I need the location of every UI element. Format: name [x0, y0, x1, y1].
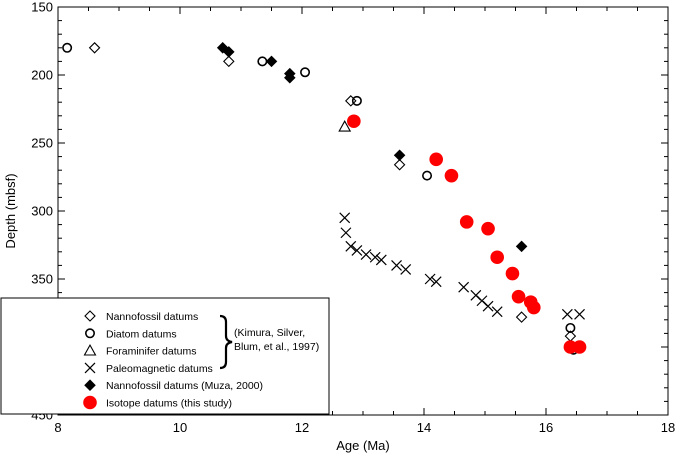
data-point — [223, 46, 235, 58]
axis-ticks — [57, 6, 669, 416]
x-tick-label: 18 — [661, 420, 675, 435]
legend: Nannofossil datums Diatom datums Foraminif… — [0, 297, 330, 415]
y-tick-label: 250 — [31, 136, 53, 151]
data-point — [400, 264, 412, 275]
legend-item: Foraminifer datums — [83, 343, 196, 358]
series-0 — [88, 42, 577, 342]
data-point — [574, 308, 585, 320]
legend-brace — [219, 314, 233, 370]
series-4 — [216, 42, 528, 253]
data-point — [347, 114, 361, 129]
legend-label: Nannofossil datums — [106, 311, 198, 323]
data-point — [482, 300, 494, 312]
legend-label: Diatom datums — [106, 328, 177, 340]
data-point — [369, 251, 381, 263]
legend-label: Paleomagnetic datums — [106, 363, 213, 375]
data-point — [505, 266, 520, 281]
x-tick-label: 8 — [54, 420, 61, 435]
data-point — [444, 168, 459, 183]
legend-marker — [83, 395, 97, 410]
legend-items: Nannofossil datums Diatom datums Foraminif… — [83, 310, 263, 410]
data-point — [351, 245, 363, 256]
legend-group-label-line-2: Blum, et al., 1997) — [234, 341, 319, 353]
data-point — [561, 308, 573, 320]
legend-marker — [84, 379, 96, 391]
series-3 — [339, 212, 585, 320]
legend-marker — [84, 310, 96, 322]
data-point — [339, 212, 351, 224]
x-tick-label: 14 — [417, 420, 431, 435]
data-point — [340, 227, 352, 239]
x-tick-label: 10 — [173, 420, 187, 435]
x-tick-label: 12 — [295, 420, 309, 435]
data-point — [430, 276, 442, 288]
data-point — [284, 71, 296, 84]
legend-item: Paleomagnetic datums — [84, 362, 213, 375]
data-point — [391, 259, 402, 271]
data-point — [345, 240, 357, 252]
y-tick-label: 200 — [31, 68, 53, 83]
legend-item: Nannofossil datums (Muza, 2000) — [84, 379, 263, 392]
data-point — [88, 42, 101, 54]
x-tick-label: 16 — [539, 420, 553, 435]
data-point — [459, 215, 474, 229]
legend-marker — [84, 362, 96, 374]
y-axis-title: Depth (mbsf) — [3, 173, 18, 248]
data-point — [360, 249, 372, 260]
series-2 — [338, 120, 352, 132]
legend-label: Nannofossil datums (Muza, 2000) — [106, 380, 263, 392]
legend-marker — [85, 328, 96, 339]
legend-label: Foraminifer datums — [106, 346, 196, 358]
data-point — [265, 55, 278, 68]
legend-item: Diatom datums — [85, 328, 177, 340]
series-5 — [347, 114, 587, 354]
y-tick-label: 300 — [31, 204, 53, 219]
data-points — [62, 42, 587, 355]
data-point — [572, 340, 587, 354]
data-point — [429, 152, 444, 167]
x-axis-title: Age (Ma) — [336, 438, 389, 453]
legend-group-label-line-1: (Kimura, Silver, — [234, 327, 305, 339]
legend-label: Isotope datums (this study) — [106, 398, 232, 410]
data-point — [62, 42, 73, 53]
data-point — [515, 240, 528, 253]
legend-item: Isotope datums (this study) — [83, 395, 232, 410]
y-tick-label: 350 — [31, 272, 53, 287]
legend-marker — [83, 343, 97, 356]
data-point — [481, 221, 495, 236]
data-point — [515, 311, 528, 323]
y-tick-label: 150 — [31, 0, 53, 15]
data-point — [490, 250, 505, 265]
data-point — [223, 55, 235, 68]
data-point — [257, 56, 268, 67]
data-point — [375, 254, 387, 266]
data-point — [527, 300, 541, 315]
data-point — [458, 281, 470, 293]
data-point — [491, 306, 503, 318]
data-point — [300, 67, 311, 78]
data-point — [338, 120, 352, 132]
data-point — [351, 95, 362, 106]
data-point — [565, 322, 576, 333]
legend-item: Nannofossil datums — [84, 310, 198, 323]
data-point — [422, 170, 433, 181]
data-point — [424, 273, 436, 285]
data-point — [393, 158, 406, 171]
legend-box — [0, 297, 330, 415]
data-point — [511, 289, 526, 304]
data-point — [393, 149, 406, 162]
